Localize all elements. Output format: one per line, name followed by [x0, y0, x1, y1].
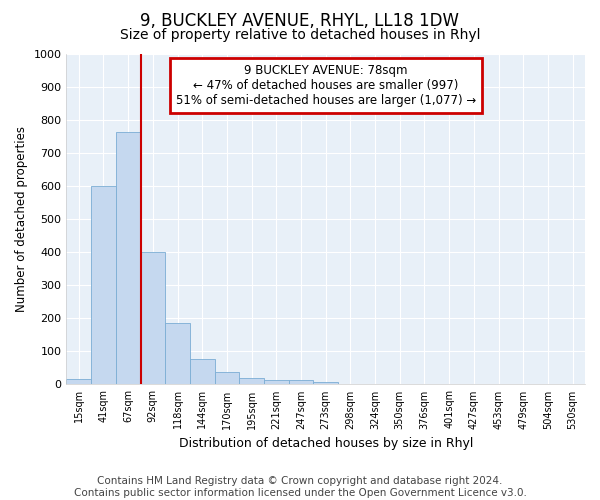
- Bar: [67, 380, 91, 384]
- Bar: [264, 380, 289, 384]
- Text: 9 BUCKLEY AVENUE: 78sqm
← 47% of detached houses are smaller (997)
51% of semi-d: 9 BUCKLEY AVENUE: 78sqm ← 47% of detache…: [176, 64, 476, 107]
- Bar: [239, 378, 264, 384]
- Text: Contains HM Land Registry data © Crown copyright and database right 2024.
Contai: Contains HM Land Registry data © Crown c…: [74, 476, 526, 498]
- Text: 9, BUCKLEY AVENUE, RHYL, LL18 1DW: 9, BUCKLEY AVENUE, RHYL, LL18 1DW: [140, 12, 460, 30]
- Bar: [116, 132, 140, 384]
- Bar: [190, 358, 215, 384]
- Bar: [215, 372, 239, 384]
- Text: Size of property relative to detached houses in Rhyl: Size of property relative to detached ho…: [120, 28, 480, 42]
- Bar: [91, 186, 116, 384]
- Bar: [313, 382, 338, 384]
- Bar: [289, 380, 313, 384]
- Bar: [165, 324, 190, 384]
- Y-axis label: Number of detached properties: Number of detached properties: [15, 126, 28, 312]
- Bar: [140, 252, 165, 384]
- X-axis label: Distribution of detached houses by size in Rhyl: Distribution of detached houses by size …: [179, 437, 473, 450]
